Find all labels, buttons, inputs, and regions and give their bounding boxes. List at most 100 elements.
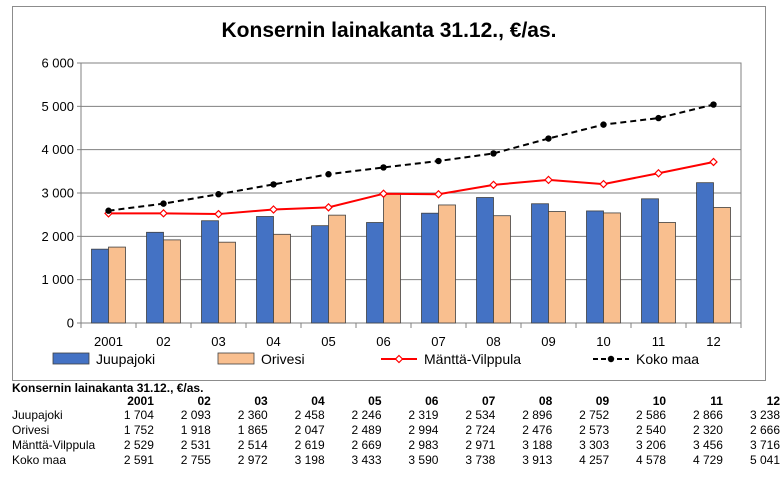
legend-swatch — [52, 352, 90, 365]
table-cell: 3 738 — [465, 453, 496, 467]
table-header-cell: 10 — [652, 394, 667, 408]
legend-label: Koko maa — [636, 351, 699, 367]
table-cell: 2 573 — [579, 423, 610, 437]
series-line — [108, 103, 714, 212]
series-point — [545, 135, 552, 142]
table-row: Mänttä-Vilppula 2 529 2 531 2 514 2 619 2 669… — [12, 438, 780, 453]
x-tick-label: 03 — [211, 334, 225, 349]
table-header-cell: 08 — [538, 394, 553, 408]
table-row-label: Koko maa — [12, 453, 67, 467]
table-cell: 3 238 — [749, 408, 780, 422]
table-cell: 2 529 — [123, 438, 154, 452]
bar-juupajoki — [531, 203, 549, 324]
bar-juupajoki — [311, 225, 329, 324]
table-cell: 3 433 — [351, 453, 382, 467]
chart-frame: Konsernin lainakanta 31.12., €/as. 0 1 00… — [12, 6, 766, 381]
series-point — [654, 168, 663, 178]
table-cell: 1 918 — [180, 423, 211, 437]
table-row: Koko maa 2 591 2 755 2 972 3 198 3 433 3 590 3 … — [12, 453, 780, 468]
table-row-label: Juupajoki — [12, 408, 63, 422]
table-cell: 2 755 — [180, 453, 211, 467]
table-cell: 2 476 — [522, 423, 553, 437]
table-header-row: 2001 02 03 04 05 06 07 08 09 10 11 12 — [12, 394, 780, 408]
y-tick-label: 4 000 — [41, 142, 74, 157]
bar-orivesi — [328, 214, 346, 324]
series-point — [600, 121, 607, 128]
legend-marker — [394, 354, 404, 364]
x-tick-label: 02 — [156, 334, 170, 349]
legend-swatch — [217, 352, 255, 365]
legend-label: Mänttä-Vilppula — [424, 351, 521, 367]
bar-orivesi — [603, 212, 621, 324]
legend-marker — [607, 355, 615, 363]
x-tick-label: 04 — [266, 334, 280, 349]
x-tick-label: 09 — [541, 334, 555, 349]
table-cell: 2 724 — [465, 423, 496, 437]
series-point — [159, 208, 168, 218]
table-cell: 2 319 — [408, 408, 439, 422]
table-header-cell: 07 — [481, 394, 496, 408]
bar-orivesi — [108, 246, 126, 324]
table-header-cell: 02 — [197, 394, 211, 408]
x-tick-label: 2001 — [94, 334, 123, 349]
table-cell: 2 669 — [351, 438, 382, 452]
y-tick-label: 1 000 — [41, 272, 74, 287]
table-cell: 2 971 — [465, 438, 496, 452]
bar-orivesi — [438, 204, 456, 324]
series-line — [108, 160, 714, 216]
table-cell: 2 619 — [294, 438, 325, 452]
table-cell: 2 896 — [522, 408, 553, 422]
bar-orivesi — [383, 192, 401, 324]
table-row-label: Mänttä-Vilppula — [12, 438, 96, 452]
chart-plot: 0 1 000 2 000 3 000 4 000 5 000 6 000 2001 02 03 0… — [41, 56, 742, 367]
table-header-cell: 06 — [425, 394, 439, 408]
bar-orivesi — [218, 241, 236, 324]
bar-juupajoki — [91, 248, 109, 324]
bar-juupajoki — [146, 231, 164, 324]
y-tick-label: 6 000 — [41, 56, 74, 71]
series-point — [379, 189, 388, 199]
bar-orivesi — [163, 239, 181, 324]
table-body: Juupajoki 1 704 2 093 2 360 2 458 2 246 2 319 2… — [12, 408, 780, 468]
series-point — [270, 181, 277, 188]
bar-juupajoki — [586, 210, 604, 324]
x-tick-label: 07 — [431, 334, 445, 349]
bar-juupajoki — [201, 220, 219, 324]
series-point — [325, 171, 332, 178]
data-table: 2001 02 03 04 05 06 07 08 09 10 11 12 Ju… — [12, 394, 780, 468]
series-point — [489, 180, 498, 190]
table-cell: 4 578 — [636, 453, 667, 467]
table-header-cell: 05 — [368, 394, 382, 408]
table-cell: 2 866 — [692, 408, 723, 422]
x-tick-label: 06 — [376, 334, 390, 349]
series-point — [269, 205, 278, 214]
bar-orivesi — [548, 211, 566, 324]
table-cell: 4 729 — [692, 453, 723, 467]
y-tick-label: 5 000 — [41, 99, 74, 114]
table-row: Orivesi 1 752 1 918 1 865 2 047 2 489 2 994 2 7… — [12, 423, 780, 438]
table-cell: 2 540 — [636, 423, 667, 437]
bar-juupajoki — [256, 216, 274, 324]
table-cell: 2 752 — [579, 408, 610, 422]
table-cell: 1 865 — [237, 423, 268, 437]
table-cell: 2 093 — [180, 408, 211, 422]
table-cell: 2 360 — [237, 408, 268, 422]
table-cell: 3 590 — [408, 453, 439, 467]
table-cell: 2 972 — [237, 453, 268, 467]
bar-orivesi — [713, 207, 731, 324]
series-point — [214, 209, 223, 219]
table-cell: 2 531 — [180, 438, 211, 452]
x-tick-label: 11 — [652, 334, 666, 349]
table-row: Juupajoki 1 704 2 093 2 360 2 458 2 246 2 319 2… — [12, 408, 780, 423]
legend-label: Orivesi — [261, 351, 305, 367]
chart-title: Konsernin lainakanta 31.12., €/as. — [221, 19, 557, 42]
table-cell: 2 666 — [749, 423, 780, 437]
table-caption: Konsernin lainakanta 31.12., €/as. — [12, 381, 204, 395]
bar-orivesi — [658, 222, 676, 324]
table-row-label: Orivesi — [12, 423, 50, 437]
series-point — [544, 175, 553, 185]
series-point — [490, 150, 497, 157]
table-cell: 1 752 — [123, 423, 154, 437]
table-cell: 3 913 — [522, 453, 553, 467]
table-header-blank — [12, 394, 97, 408]
